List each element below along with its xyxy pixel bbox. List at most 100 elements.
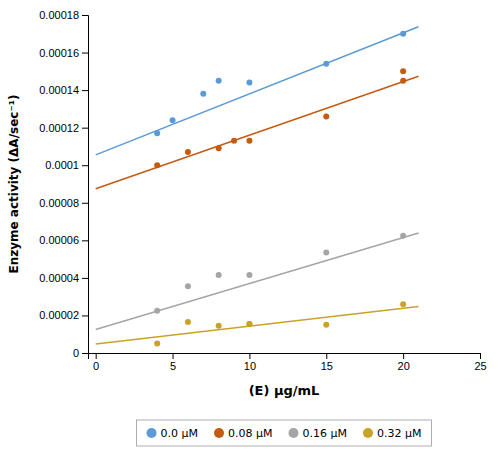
legend-label: 0.16 μM — [303, 427, 347, 440]
y-axis-line — [82, 16, 89, 354]
point — [154, 162, 160, 168]
y-tick-mark — [82, 90, 88, 91]
x-tick: 20 — [398, 353, 410, 372]
point — [200, 91, 206, 97]
legend-item: 0.08 μM — [214, 427, 272, 440]
y-tick-mark — [82, 240, 88, 241]
trend-line — [96, 233, 419, 330]
point — [246, 272, 252, 278]
y-tick-label: 0.00012 — [39, 122, 79, 134]
y-tick-label: 0 — [73, 347, 79, 359]
y-tick: 0.00002 — [39, 309, 88, 321]
y-tick: 0.00006 — [39, 234, 88, 246]
x-axis: 0 5 10 15 20 25 — [89, 353, 487, 372]
y-tick: 0.00008 — [39, 197, 88, 209]
y-tick-mark — [82, 128, 88, 129]
legend-frame — [137, 420, 432, 446]
point — [246, 80, 252, 86]
x-tick-label: 10 — [244, 360, 256, 372]
y-tick-mark — [82, 353, 88, 354]
point — [400, 301, 406, 307]
x-tick-mark — [326, 353, 327, 359]
x-tick: 10 — [244, 353, 256, 372]
y-tick-label: 0.00014 — [39, 84, 79, 96]
legend-label: 0.0 μM — [161, 427, 198, 440]
legend-item: 0.32 μM — [363, 427, 421, 440]
y-tick-mark — [82, 15, 88, 16]
trend-line — [96, 307, 419, 344]
point — [400, 78, 406, 84]
y-tick-mark — [82, 278, 88, 279]
x-tick: 15 — [321, 353, 333, 372]
point — [154, 341, 160, 347]
y-tick: 0.00004 — [39, 272, 88, 284]
point — [170, 117, 176, 123]
y-tick: 0.00012 — [39, 122, 88, 134]
y-tick-label: 0.00018 — [39, 9, 79, 21]
y-tick-label: 0.0001 — [45, 159, 79, 171]
point — [400, 68, 406, 74]
point — [246, 321, 252, 327]
point — [323, 250, 329, 256]
marks — [96, 27, 419, 347]
y-axis: 0 0.00002 0.00004 0.00006 0.00008 0.0001 0.000… — [39, 9, 88, 359]
x-tick-mark — [403, 353, 404, 359]
y-tick: 0 — [73, 347, 88, 359]
point — [323, 113, 329, 119]
trend-line — [96, 76, 419, 188]
legend-label: 0.32 μM — [377, 427, 421, 440]
point — [154, 130, 160, 136]
point — [323, 61, 329, 67]
x-axis-title: (E) μg/mL — [249, 383, 320, 398]
point — [154, 308, 160, 314]
chart: 051015202500.000020.000040.000060.000080… — [0, 0, 500, 468]
x-tick-label: 5 — [170, 360, 176, 372]
x-tick-mark — [480, 353, 481, 359]
x-tick-label: 15 — [321, 360, 333, 372]
x-tick-label: 20 — [398, 360, 410, 372]
y-tick-label: 0.00002 — [39, 309, 79, 321]
y-tick: 0.0001 — [45, 159, 88, 171]
point — [185, 319, 191, 325]
point — [231, 138, 237, 144]
x-tick-mark — [96, 353, 97, 359]
y-tick-label: 0.00016 — [39, 47, 79, 59]
y-tick-label: 0.00008 — [39, 197, 79, 209]
point — [185, 283, 191, 289]
y-tick-mark — [82, 165, 88, 166]
legend-marker — [363, 428, 373, 438]
x-axis-line — [89, 354, 481, 360]
y-tick-label: 0.00006 — [39, 234, 79, 246]
y-tick-mark — [82, 315, 88, 316]
point — [216, 323, 222, 329]
legend-marker — [147, 428, 157, 438]
x-tick-mark — [173, 353, 174, 359]
y-tick-label: 0.00004 — [39, 272, 79, 284]
point — [185, 149, 191, 155]
y-axis-title: Enzyme activity (ΔA/sec⁻¹) — [7, 94, 21, 273]
plot: 051015202500.000020.000040.000060.000080… — [7, 9, 487, 398]
point — [216, 272, 222, 278]
legend-items: 0.0 μM 0.08 μM 0.16 μM 0.32 μM — [147, 427, 422, 440]
point — [323, 322, 329, 328]
legend-item: 0.16 μM — [289, 427, 347, 440]
legend-item: 0.0 μM — [147, 427, 198, 440]
x-tick: 25 — [474, 353, 486, 372]
x-tick-label: 0 — [93, 360, 99, 372]
x-tick: 5 — [170, 353, 176, 372]
y-tick-mark — [82, 53, 88, 54]
y-tick-mark — [82, 203, 88, 204]
point — [216, 78, 222, 84]
x-tick: 0 — [93, 353, 99, 372]
y-tick: 0.00018 — [39, 9, 88, 21]
legend-marker — [214, 428, 224, 438]
point — [246, 321, 252, 327]
point — [400, 31, 406, 37]
x-tick-label: 25 — [474, 360, 486, 372]
x-tick-mark — [249, 353, 250, 359]
y-tick: 0.00014 — [39, 84, 88, 96]
legend-label: 0.08 μM — [228, 427, 272, 440]
point — [400, 233, 406, 239]
legend-marker — [289, 428, 299, 438]
point — [216, 145, 222, 151]
